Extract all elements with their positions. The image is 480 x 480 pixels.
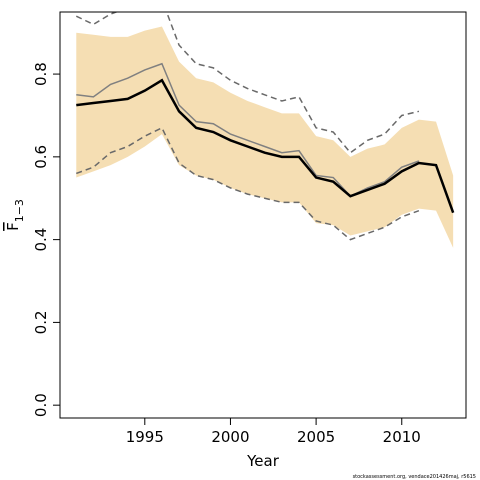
y-axis-label: F1−3 [4,199,26,231]
x-tick-label: 2005 [297,428,335,446]
x-tick-label: 2000 [211,428,249,446]
x-tick-label: 1995 [126,428,164,446]
x-axis-label: Year [246,452,280,470]
axes-box [59,11,467,419]
y-tick-label: 0.4 [32,228,50,252]
series-line [75,12,420,154]
series-line [76,78,455,214]
series-line [76,126,420,241]
footnote: stockassessment.org, vendace201426maj, r… [353,474,476,480]
confidence-band [76,26,454,248]
y-tick-label: 0.0 [32,393,50,417]
plot-area [75,12,455,248]
x-tick-label: 2010 [383,428,421,446]
y-tick-label: 0.2 [32,310,50,334]
y-tick-label: 0.6 [32,145,50,169]
y-tick-label: 0.8 [32,62,50,86]
series-line [76,62,420,198]
y-label-main: F [4,222,22,231]
y-label-subscript: 1−3 [13,199,26,222]
